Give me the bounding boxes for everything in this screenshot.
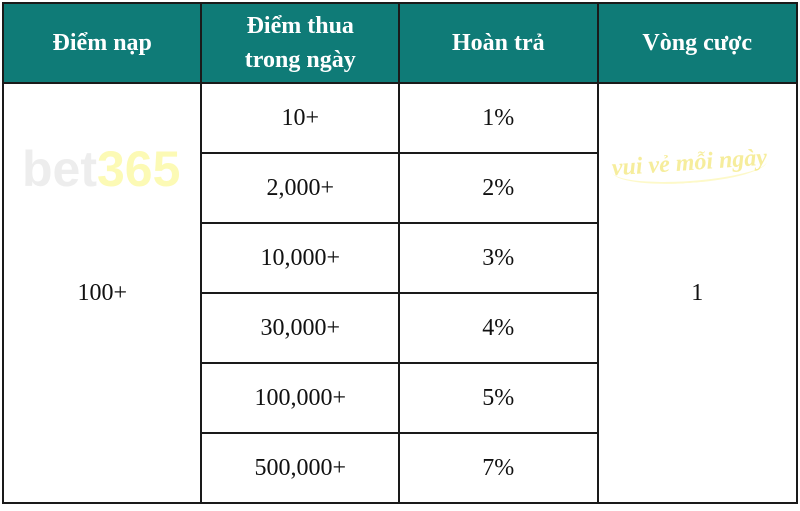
- refund-cell: 5%: [398, 362, 599, 434]
- header-line: trong ngày: [244, 47, 356, 73]
- refund-cell: 7%: [398, 432, 599, 504]
- loss-cell: 10+: [200, 82, 401, 154]
- header-daily-loss: Điểm thua trong ngày: [200, 2, 401, 84]
- loss-cell: 30,000+: [200, 292, 401, 364]
- header-deposit: Điểm nạp: [1, 2, 203, 84]
- table-row: 100+ 10+ 1% 1: [1, 82, 799, 504]
- table-row: 100,000+ 5%: [3, 362, 797, 434]
- refund-cell: 3%: [398, 222, 599, 294]
- header-wager: Vòng cược: [596, 2, 799, 84]
- table-row: 10,000+ 3%: [3, 222, 797, 294]
- refund-cell: 1%: [398, 82, 599, 154]
- loss-cell: 10,000+: [200, 222, 401, 294]
- rebate-table: Điểm nạp Điểm thua trong ngày Hoàn trả Vò…: [1, 2, 799, 504]
- refund-cell: 4%: [398, 292, 599, 364]
- deposit-cell: 100+: [1, 82, 203, 504]
- loss-cell: 100,000+: [200, 362, 401, 434]
- loss-cell: 2,000+: [200, 152, 401, 224]
- table-row: 500,000+ 7%: [3, 432, 797, 504]
- table-row: 30,000+ 4%: [3, 292, 797, 364]
- header-line: Điểm thua: [246, 13, 354, 39]
- loss-cell: 500,000+: [200, 432, 401, 504]
- header-refund: Hoàn trả: [398, 2, 599, 84]
- header-row: Điểm nạp Điểm thua trong ngày Hoàn trả Vò…: [1, 2, 799, 84]
- refund-cell: 2%: [398, 152, 599, 224]
- wager-cell: 1: [596, 82, 799, 504]
- table-row: 2,000+ 2%: [3, 152, 797, 224]
